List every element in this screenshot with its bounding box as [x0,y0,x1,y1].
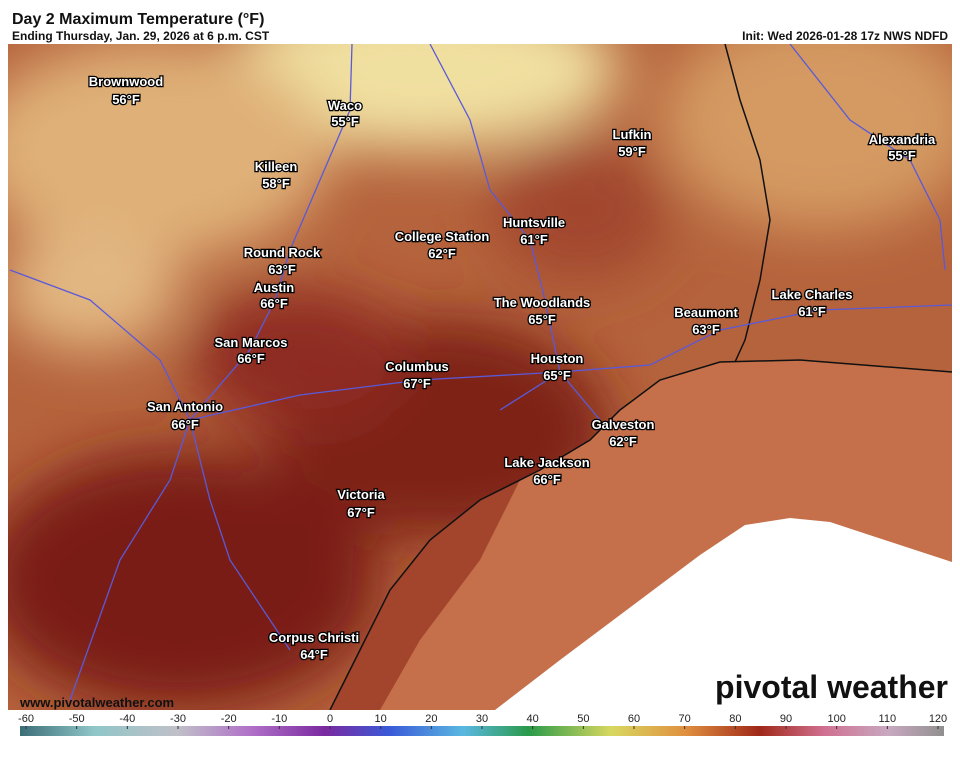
watermark: www.pivotalweather.com [19,695,174,710]
colorbar-tick-label: 80 [729,713,741,725]
city-name: Alexandria [869,132,936,147]
city-temp: 62°F [609,434,637,449]
colorbar-tick-label: -20 [221,713,237,725]
city-name: Lufkin [613,127,652,142]
colorbar-tick-label: 100 [827,713,845,725]
city-temp: 58°F [262,176,290,191]
city-temp: 67°F [347,505,375,520]
city-temp: 59°F [618,144,646,159]
colorbar-tick-label: 30 [476,713,488,725]
city-name: College Station [395,229,490,244]
city-temp: 55°F [888,148,916,163]
colorbar-tick-label: 70 [679,713,691,725]
city-temp: 65°F [543,368,571,383]
city-temp: 63°F [268,262,296,277]
city-temp: 66°F [237,351,265,366]
city-temp: 64°F [300,647,328,662]
colorbar-tick-label: 60 [628,713,640,725]
colorbar-tick-label: 40 [527,713,539,725]
city-name: Victoria [337,487,385,502]
colorbar-tick-label: -40 [119,713,135,725]
city-name: Beaumont [674,305,738,320]
city-temp: 56°F [112,92,140,107]
subtitle: Ending Thursday, Jan. 29, 2026 at 6 p.m.… [12,29,270,43]
city-name: Austin [254,280,295,295]
city-temp: 66°F [260,296,288,311]
map [8,44,952,710]
city-name: San Antonio [147,399,223,414]
city-temp: 66°F [533,472,561,487]
city-name: Killeen [255,159,298,174]
city-temp: 61°F [798,304,826,319]
colorbar-tick-label: 120 [929,713,947,725]
colorbar-tick-label: -30 [170,713,186,725]
colorbar-tick-label: 90 [780,713,792,725]
brand-logo: pivotal weather [715,669,948,705]
city-temp: 67°F [403,376,431,391]
city-name: Waco [328,98,362,113]
colorbar-tick-label: -60 [18,713,34,725]
colorbar-tick-label: 50 [577,713,589,725]
city-name: Houston [531,351,584,366]
colorbar-tick-label: -50 [69,713,85,725]
city-name: Galveston [592,417,655,432]
city-name: Brownwood [89,74,163,89]
city-name: Round Rock [244,245,321,260]
init-time: Init: Wed 2026-01-28 17z NWS NDFD [742,29,948,43]
colorbar-tick-label: 10 [375,713,387,725]
city-name: Corpus Christi [269,630,359,645]
city-temp: 63°F [692,322,720,337]
colorbar [20,726,944,736]
city-name: Lake Jackson [504,455,589,470]
city-temp: 65°F [528,312,556,327]
city-temp: 55°F [331,114,359,129]
colorbar-ticks: -60 -50 -40 -30 -20 -10 0 10 20 30 40 50 60 70 80 90 100… [18,713,947,729]
city-name: The Woodlands [494,295,591,310]
title: Day 2 Maximum Temperature (°F) [12,11,264,28]
city-name: Lake Charles [772,287,853,302]
city-name: Huntsville [503,215,565,230]
city-temp: 66°F [171,417,199,432]
city-temp: 62°F [428,246,456,261]
colorbar-tick-label: 110 [879,713,897,725]
city-name: Columbus [385,359,449,374]
city-name: San Marcos [215,335,288,350]
colorbar-tick-label: 0 [327,713,333,725]
colorbar-tick-label: 20 [425,713,437,725]
colorbar-tick-label: -10 [271,713,287,725]
city-temp: 61°F [520,232,548,247]
